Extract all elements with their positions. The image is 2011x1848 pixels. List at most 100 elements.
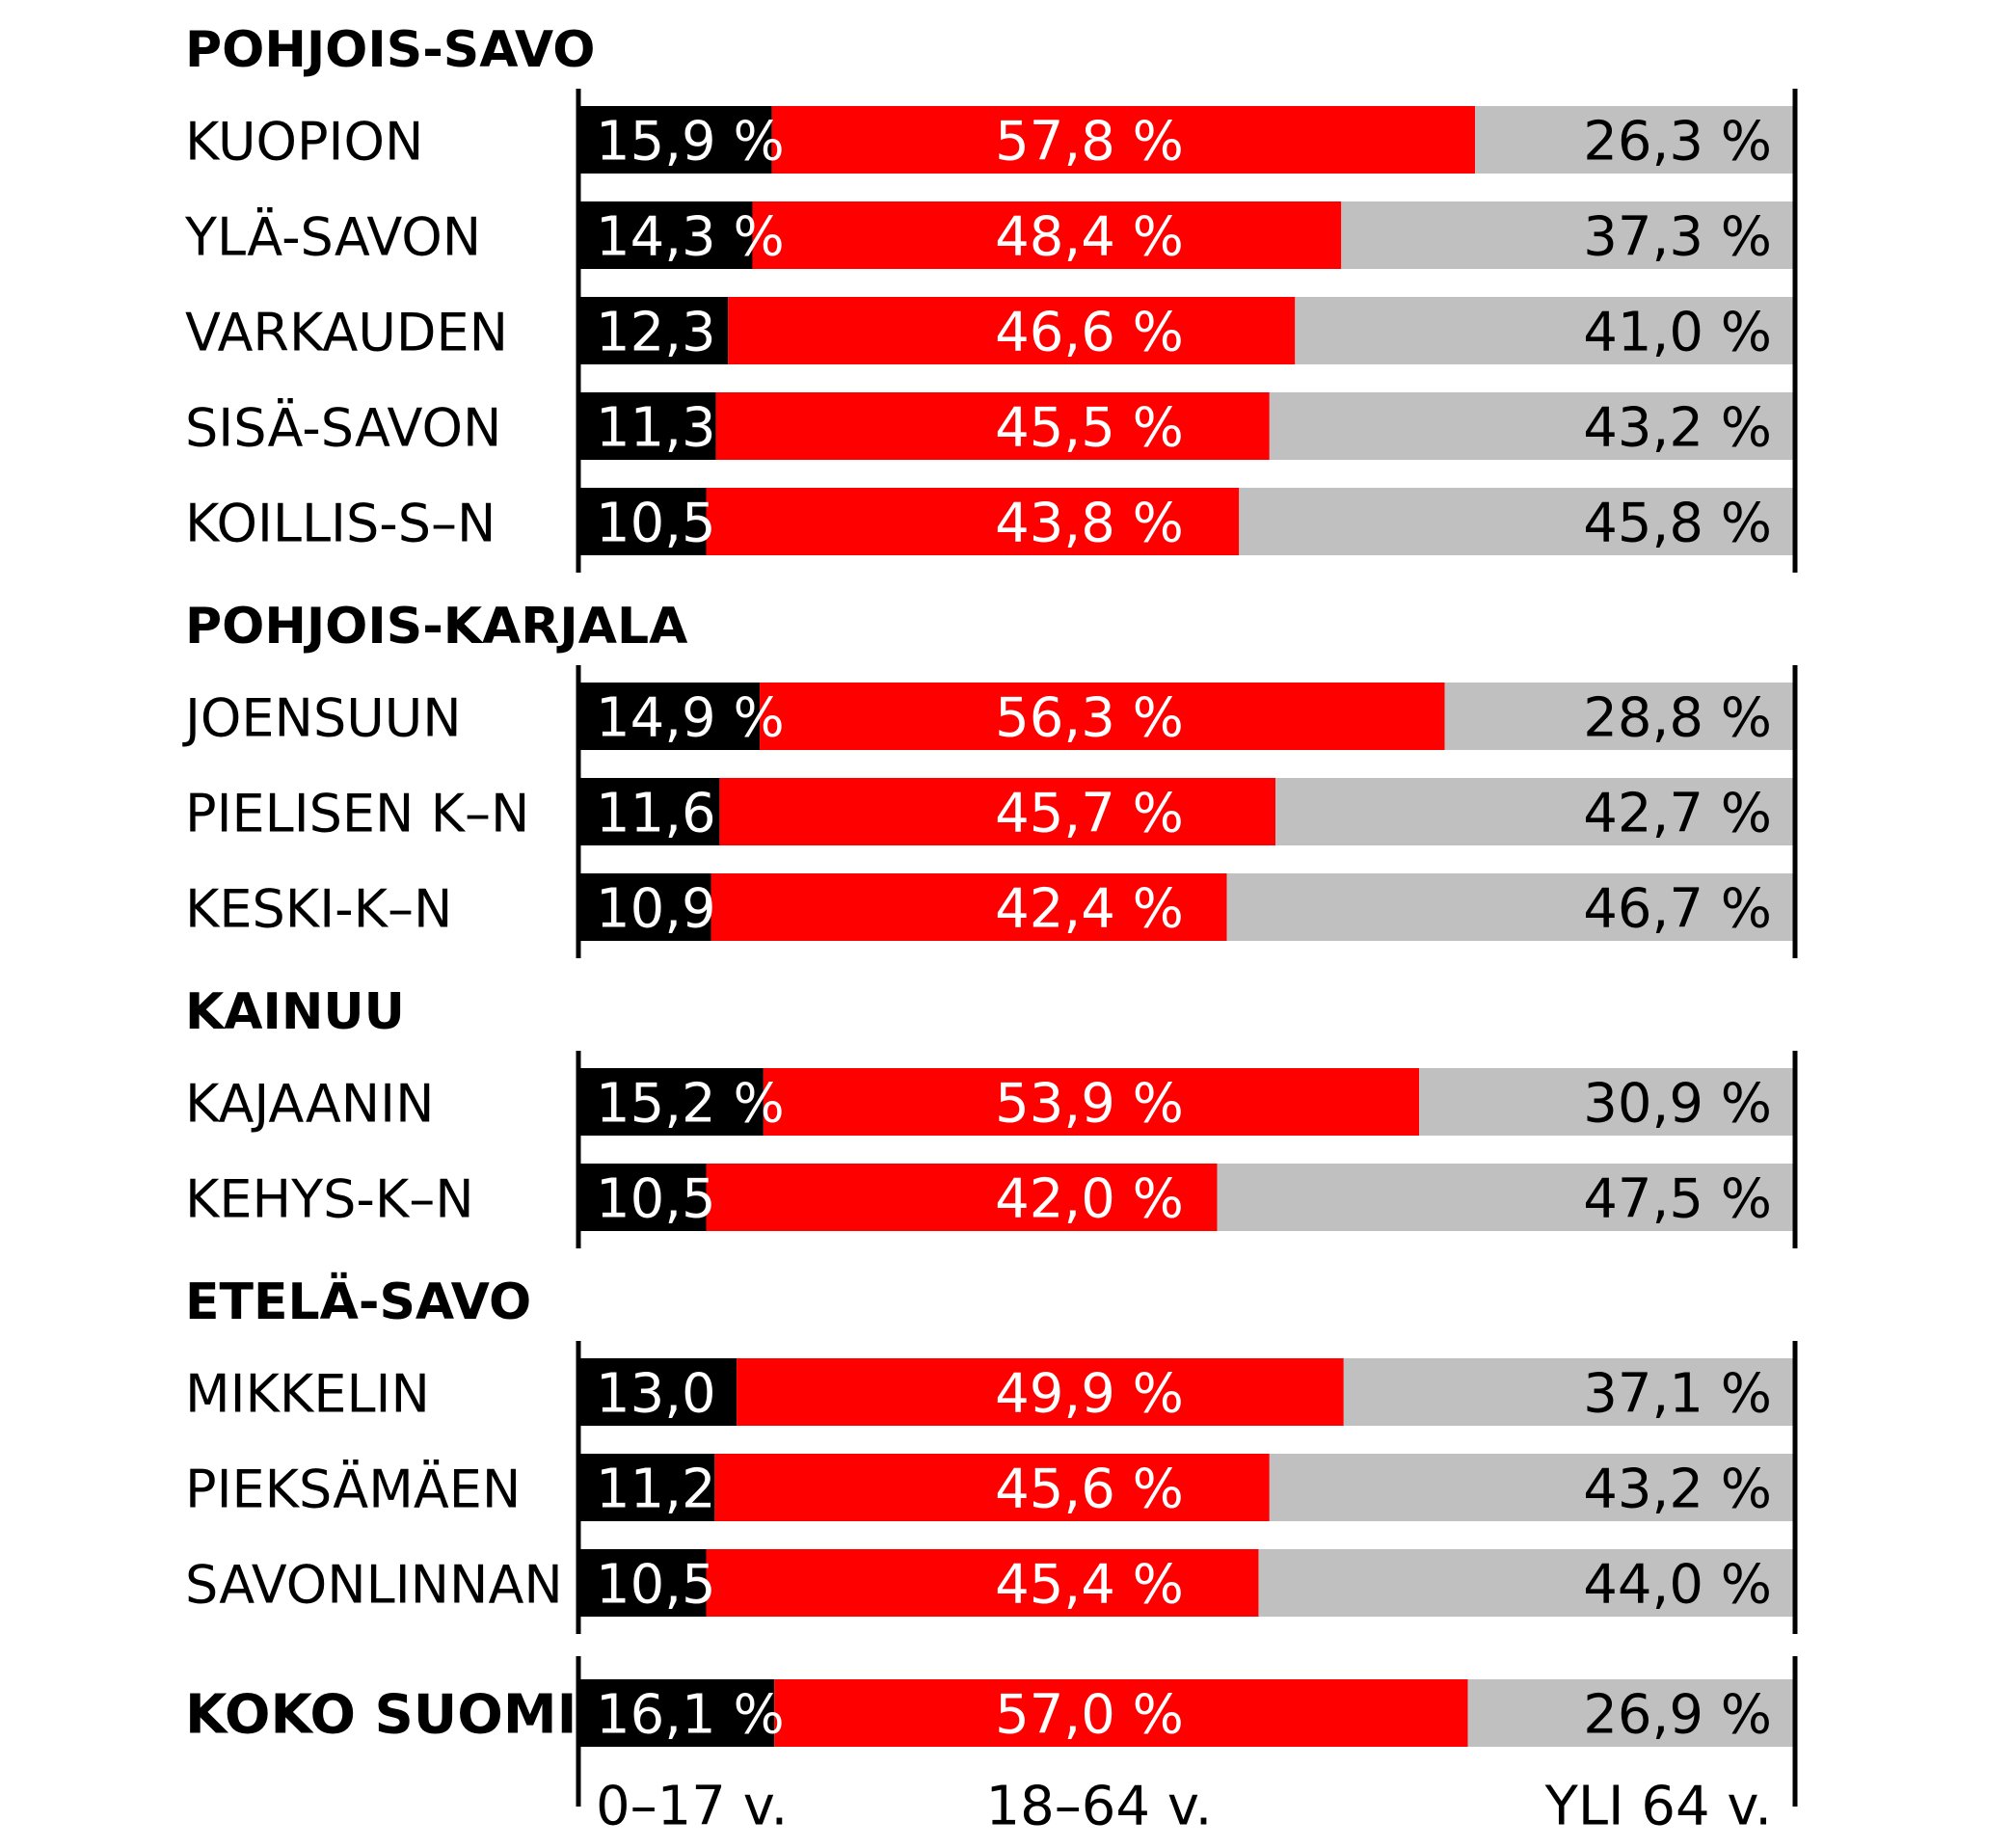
row-bar-working [763,1068,1420,1136]
row-value-old: 47,5 % [1583,1168,1772,1231]
row-bar-young [578,1068,764,1136]
row-bar-young [578,488,707,555]
row-bar-young [578,1164,707,1231]
row-bar-young [578,392,716,460]
row-value-old: 37,3 % [1583,206,1772,269]
row-value-working: 49,9 % [995,1363,1184,1426]
row-label: SAVONLINNAN [185,1555,563,1616]
row-bar-working [728,297,1296,364]
row-bar-old [1269,1454,1795,1521]
row-value-working: 46,6 % [995,302,1184,364]
row-label: YLÄ-SAVON [184,207,481,268]
group-title: ETELÄ-SAVO [185,1272,531,1331]
row-bar-working [706,488,1240,555]
row-value-working: 42,0 % [995,1168,1184,1231]
row-bar-working [719,778,1276,845]
row-bar-old [1343,1358,1795,1426]
row-value-working: 43,8 % [995,493,1184,555]
category-label-old: YLI 64 v. [1544,1776,1772,1838]
row-value-old: 41,0 % [1583,302,1772,364]
row-value-young: 10,9 [596,878,716,941]
row-label: KAJAANIN [185,1074,434,1135]
row-bar-young [578,1549,707,1617]
total-value-working: 57,0 % [995,1684,1184,1747]
row-label: PIELISEN K–N [185,784,529,844]
total-bar-old [1467,1679,1795,1747]
row-value-working: 53,9 % [995,1073,1184,1136]
total-bar-young [578,1679,775,1747]
row-value-young: 14,3 % [596,206,785,269]
row-value-working: 45,7 % [995,783,1184,845]
row-label: SISÄ-SAVON [185,398,501,459]
row-bar-old [1258,1549,1795,1617]
row-bar-old [1275,778,1795,845]
row-value-old: 28,8 % [1583,687,1772,750]
total-label: KOKO SUOMI [185,1684,576,1747]
group-title: POHJOIS-KARJALA [185,598,687,656]
row-value-working: 45,4 % [995,1554,1184,1617]
row-bar-old [1475,106,1795,174]
row-value-young: 13,0 [596,1363,716,1426]
row-bar-young [578,778,720,845]
row-value-old: 26,3 % [1583,111,1772,174]
total-value-young: 16,1 % [596,1684,785,1747]
row-value-young: 11,6 [596,783,716,845]
row-value-old: 37,1 % [1583,1363,1772,1426]
row-bar-old [1444,683,1795,750]
row-bar-young [578,1358,737,1426]
row-bar-working [706,1164,1218,1231]
group-title: POHJOIS-SAVO [185,21,595,79]
row-bar-working [706,1549,1259,1617]
row-label: PIEKSÄMÄEN [185,1460,521,1520]
row-label: KUOPION [185,112,423,173]
row-bar-young [578,201,753,269]
row-bar-working [715,392,1270,460]
row-label: MIKKELIN [185,1364,430,1425]
row-bar-young [578,297,729,364]
row-value-young: 10,5 [596,493,716,555]
group-title: KAINUU [185,983,405,1041]
row-value-young: 15,2 % [596,1073,785,1136]
row-label: KEHYS-K–N [185,1169,474,1230]
total-value-old: 26,9 % [1583,1684,1772,1747]
row-bar-young [578,1454,715,1521]
row-bar-young [578,106,772,174]
row-value-old: 43,2 % [1583,1459,1772,1521]
row-value-young: 10,5 [596,1168,716,1231]
row-bar-working [711,873,1227,941]
row-value-old: 45,8 % [1583,493,1772,555]
row-value-old: 43,2 % [1583,397,1772,460]
row-value-working: 57,8 % [995,111,1184,174]
row-value-young: 12,3 [596,302,716,364]
row-value-working: 42,4 % [995,878,1184,941]
row-bar-old [1226,873,1795,941]
row-value-young: 11,2 [596,1459,716,1521]
row-value-old: 44,0 % [1583,1554,1772,1617]
total-bar-working [774,1679,1468,1747]
row-value-old: 30,9 % [1583,1073,1772,1136]
category-label-working: 18–64 v. [986,1776,1213,1838]
category-label-young: 0–17 v. [596,1776,788,1838]
row-bar-old [1341,201,1795,269]
row-bar-young [578,873,711,941]
row-value-working: 48,4 % [995,206,1184,269]
row-value-working: 45,5 % [995,397,1184,460]
row-value-working: 56,3 % [995,687,1184,750]
row-value-working: 45,6 % [995,1459,1184,1521]
row-bar-old [1239,488,1795,555]
row-bar-working [760,683,1445,750]
row-value-young: 15,9 % [596,111,785,174]
row-label: VARKAUDEN [185,303,508,363]
row-value-old: 42,7 % [1583,783,1772,845]
row-bar-working [771,106,1476,174]
row-bar-old [1269,392,1795,460]
row-label: KESKI-K–N [185,879,452,940]
row-value-old: 46,7 % [1583,878,1772,941]
row-label: JOENSUUN [182,688,462,749]
row-bar-working [737,1358,1344,1426]
row-bar-young [578,683,761,750]
row-bar-old [1419,1068,1795,1136]
row-bar-old [1295,297,1795,364]
row-label: KOILLIS-S–N [185,494,496,554]
